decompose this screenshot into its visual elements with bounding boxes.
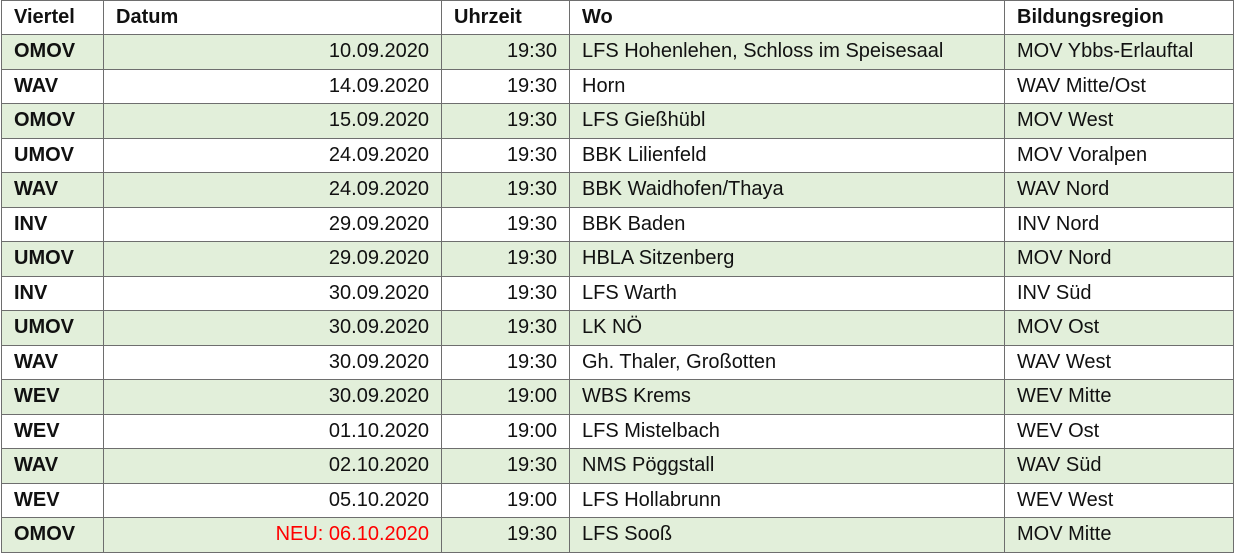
- cell-bildungsregion: MOV Ybbs-Erlauftal: [1004, 34, 1234, 70]
- cell-viertel: OMOV: [1, 34, 104, 70]
- cell-viertel: WAV: [1, 344, 104, 380]
- cell-datum: 29.09.2020: [103, 241, 442, 277]
- cell-uhrzeit: 19:30: [441, 517, 570, 553]
- table-row: OMOV 10.09.2020 19:30 LFS Hohenlehen, Schlo…: [1, 34, 1234, 70]
- cell-bildungsregion: WEV Mitte: [1004, 379, 1234, 415]
- cell-viertel: INV: [1, 206, 104, 242]
- cell-bildungsregion: WAV West: [1004, 344, 1234, 380]
- cell-viertel: WAV: [1, 172, 104, 208]
- cell-viertel: OMOV: [1, 103, 104, 139]
- cell-viertel: UMOV: [1, 241, 104, 277]
- cell-wo: LFS Gießhübl: [569, 103, 1005, 139]
- cell-uhrzeit: 19:30: [441, 344, 570, 380]
- header-bildungsregion: Bildungsregion: [1004, 0, 1234, 35]
- cell-uhrzeit: 19:00: [441, 413, 570, 449]
- cell-bildungsregion: INV Nord: [1004, 206, 1234, 242]
- cell-viertel: WEV: [1, 413, 104, 449]
- table-row: WAV 30.09.2020 19:30 Gh. Thaler, Großotten W…: [1, 344, 1234, 380]
- cell-wo: LFS Warth: [569, 275, 1005, 311]
- cell-bildungsregion: MOV Mitte: [1004, 517, 1234, 553]
- table-row: WEV 01.10.2020 19:00 LFS Mistelbach WEV Ost: [1, 413, 1234, 449]
- cell-uhrzeit: 19:30: [441, 206, 570, 242]
- table-row: UMOV 29.09.2020 19:30 HBLA Sitzenberg MOV No…: [1, 241, 1234, 277]
- cell-uhrzeit: 19:30: [441, 448, 570, 484]
- table-row: OMOV NEU: 06.10.2020 19:30 LFS Sooß MOV Mitt…: [1, 517, 1234, 553]
- cell-datum: 30.09.2020: [103, 344, 442, 380]
- cell-datum: NEU: 06.10.2020: [103, 517, 442, 553]
- cell-wo: BBK Baden: [569, 206, 1005, 242]
- table-row: WEV 30.09.2020 19:00 WBS Krems WEV Mitte: [1, 379, 1234, 415]
- cell-wo: HBLA Sitzenberg: [569, 241, 1005, 277]
- cell-viertel: WAV: [1, 68, 104, 104]
- cell-wo: LFS Sooß: [569, 517, 1005, 553]
- cell-bildungsregion: MOV West: [1004, 103, 1234, 139]
- cell-datum: 05.10.2020: [103, 482, 442, 518]
- header-uhrzeit: Uhrzeit: [441, 0, 570, 35]
- cell-wo: BBK Lilienfeld: [569, 137, 1005, 173]
- header-wo: Wo: [569, 0, 1005, 35]
- table-row: OMOV 15.09.2020 19:30 LFS Gießhübl MOV West: [1, 103, 1234, 139]
- cell-datum: 15.09.2020: [103, 103, 442, 139]
- cell-datum: 24.09.2020: [103, 172, 442, 208]
- cell-uhrzeit: 19:30: [441, 310, 570, 346]
- cell-viertel: WAV: [1, 448, 104, 484]
- cell-wo: Horn: [569, 68, 1005, 104]
- cell-datum: 24.09.2020: [103, 137, 442, 173]
- cell-bildungsregion: WAV Süd: [1004, 448, 1234, 484]
- cell-wo: LFS Hollabrunn: [569, 482, 1005, 518]
- header-datum: Datum: [103, 0, 442, 35]
- cell-bildungsregion: WEV Ost: [1004, 413, 1234, 449]
- cell-uhrzeit: 19:00: [441, 482, 570, 518]
- cell-bildungsregion: MOV Voralpen: [1004, 137, 1234, 173]
- table-row: UMOV 30.09.2020 19:30 LK NÖ MOV Ost: [1, 310, 1234, 346]
- cell-uhrzeit: 19:00: [441, 379, 570, 415]
- cell-uhrzeit: 19:30: [441, 103, 570, 139]
- table-row: WAV 02.10.2020 19:30 NMS Pöggstall WAV Süd: [1, 448, 1234, 484]
- cell-viertel: OMOV: [1, 517, 104, 553]
- cell-datum: 01.10.2020: [103, 413, 442, 449]
- cell-bildungsregion: MOV Ost: [1004, 310, 1234, 346]
- cell-wo: LFS Mistelbach: [569, 413, 1005, 449]
- table-row: WAV 14.09.2020 19:30 Horn WAV Mitte/Ost: [1, 68, 1234, 104]
- cell-datum: 30.09.2020: [103, 310, 442, 346]
- cell-wo: NMS Pöggstall: [569, 448, 1005, 484]
- cell-bildungsregion: MOV Nord: [1004, 241, 1234, 277]
- table-row: UMOV 24.09.2020 19:30 BBK Lilienfeld MOV Vor…: [1, 137, 1234, 173]
- cell-wo: LFS Hohenlehen, Schloss im Speisesaal: [569, 34, 1005, 70]
- cell-wo: WBS Krems: [569, 379, 1005, 415]
- cell-uhrzeit: 19:30: [441, 68, 570, 104]
- cell-bildungsregion: WAV Nord: [1004, 172, 1234, 208]
- table-row: WEV 05.10.2020 19:00 LFS Hollabrunn WEV West: [1, 482, 1234, 518]
- cell-uhrzeit: 19:30: [441, 241, 570, 277]
- cell-uhrzeit: 19:30: [441, 275, 570, 311]
- cell-uhrzeit: 19:30: [441, 172, 570, 208]
- cell-uhrzeit: 19:30: [441, 34, 570, 70]
- cell-viertel: UMOV: [1, 137, 104, 173]
- cell-viertel: WEV: [1, 379, 104, 415]
- cell-viertel: UMOV: [1, 310, 104, 346]
- cell-wo: Gh. Thaler, Großotten: [569, 344, 1005, 380]
- cell-datum: 30.09.2020: [103, 275, 442, 311]
- cell-bildungsregion: INV Süd: [1004, 275, 1234, 311]
- cell-datum: 29.09.2020: [103, 206, 442, 242]
- table-row: INV 29.09.2020 19:30 BBK Baden INV Nord: [1, 206, 1234, 242]
- cell-bildungsregion: WEV West: [1004, 482, 1234, 518]
- header-viertel: Viertel: [1, 0, 104, 35]
- header-row: Viertel Datum Uhrzeit Wo Bildungsregion: [1, 0, 1234, 35]
- cell-datum: 30.09.2020: [103, 379, 442, 415]
- cell-uhrzeit: 19:30: [441, 137, 570, 173]
- cell-bildungsregion: WAV Mitte/Ost: [1004, 68, 1234, 104]
- cell-wo: LK NÖ: [569, 310, 1005, 346]
- cell-datum: 02.10.2020: [103, 448, 442, 484]
- cell-wo: BBK Waidhofen/Thaya: [569, 172, 1005, 208]
- cell-datum: 10.09.2020: [103, 34, 442, 70]
- table-row: INV 30.09.2020 19:30 LFS Warth INV Süd: [1, 275, 1234, 311]
- cell-viertel: INV: [1, 275, 104, 311]
- cell-datum: 14.09.2020: [103, 68, 442, 104]
- table-row: WAV 24.09.2020 19:30 BBK Waidhofen/Thaya WAV…: [1, 172, 1234, 208]
- cell-viertel: WEV: [1, 482, 104, 518]
